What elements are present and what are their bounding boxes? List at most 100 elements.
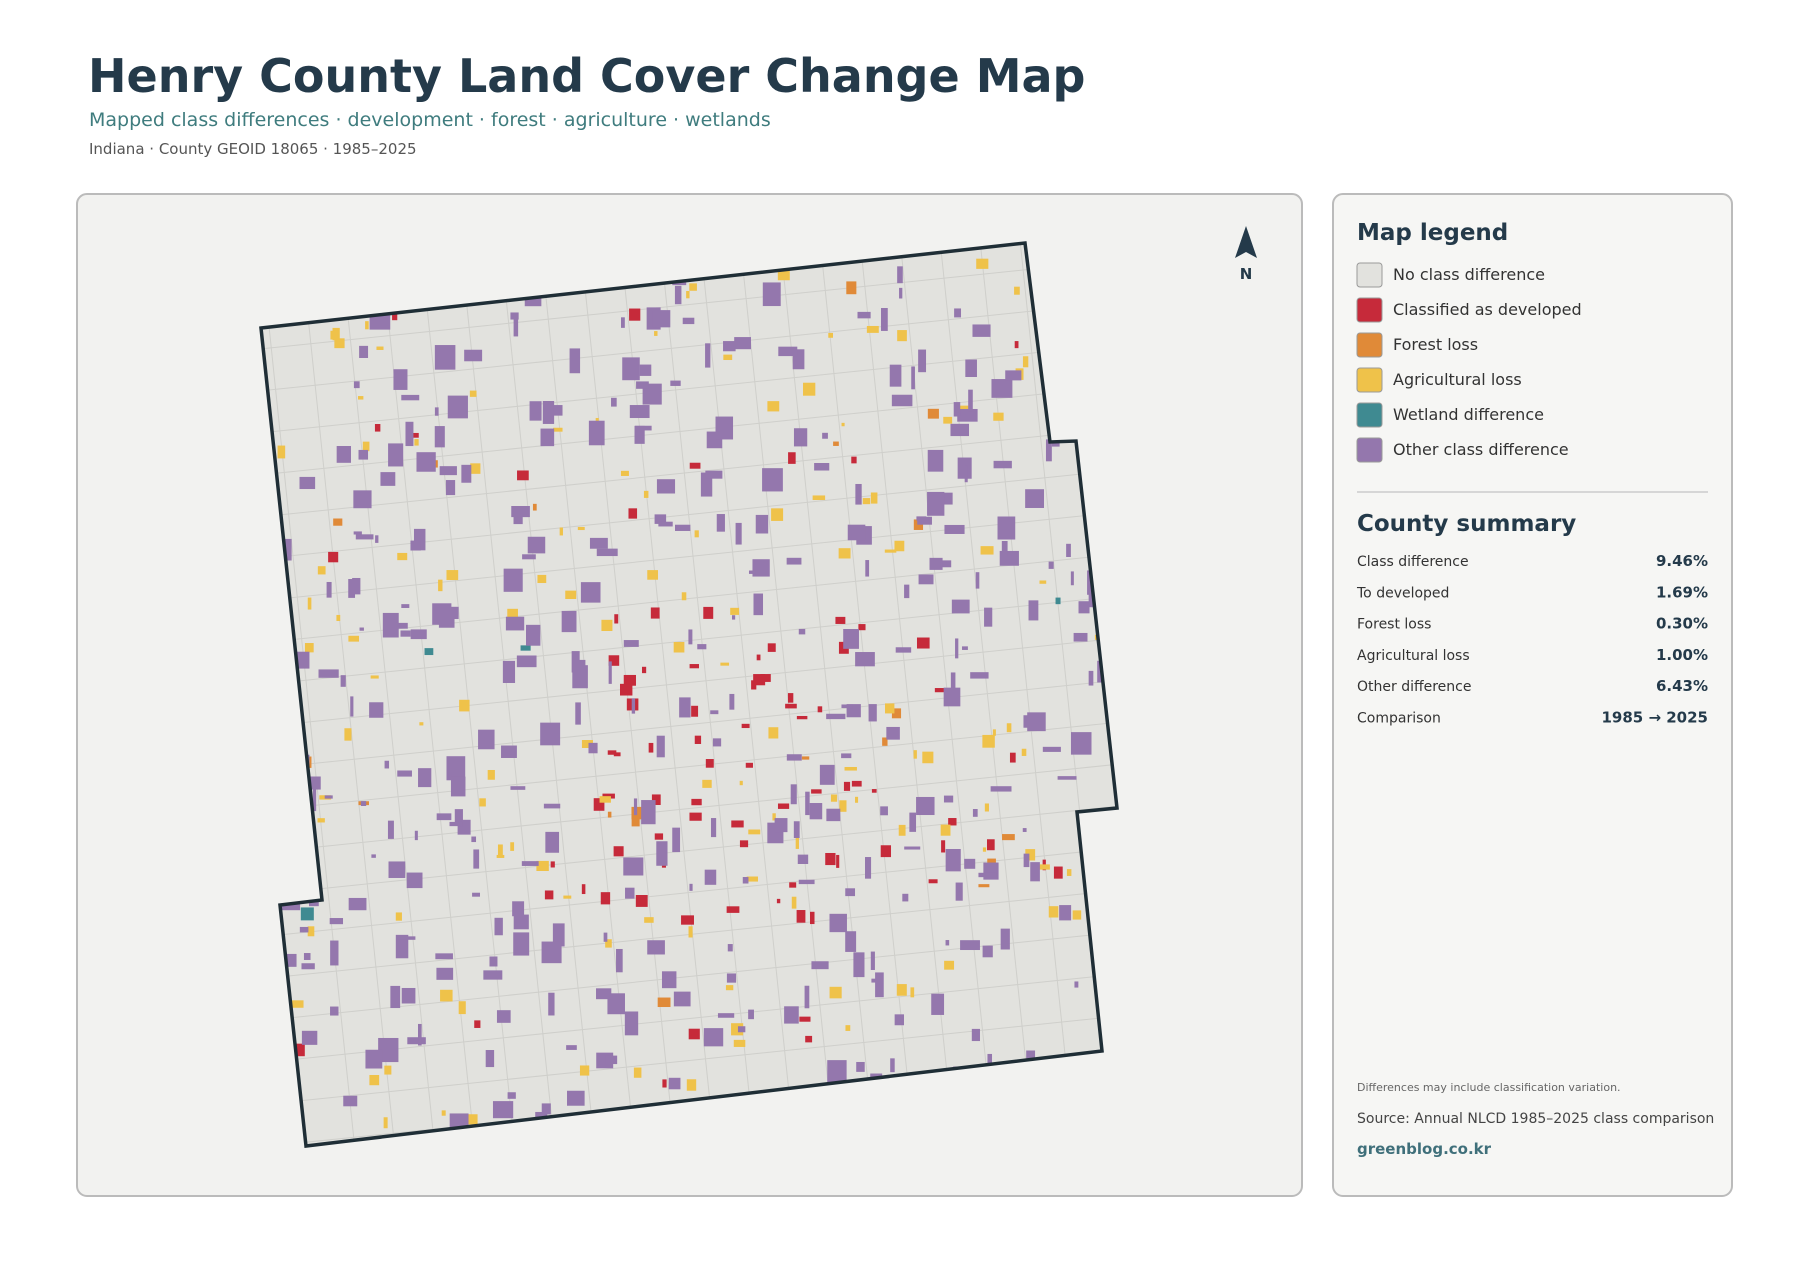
change-patch (710, 710, 719, 715)
change-patch (350, 696, 354, 717)
change-patch (897, 266, 903, 284)
change-patch (845, 888, 856, 897)
change-patch (487, 769, 495, 780)
change-patch (544, 890, 554, 900)
change-patch (436, 967, 454, 980)
change-patch (955, 882, 963, 901)
change-patch (771, 508, 784, 521)
change-patch (691, 705, 699, 717)
legend-label: Agricultural loss (1393, 370, 1522, 389)
road (299, 243, 396, 1146)
change-patch (348, 579, 356, 598)
change-patch (991, 379, 1013, 398)
change-patch (1048, 561, 1054, 569)
summary-value: 6.43% (1656, 677, 1708, 695)
change-patch (548, 992, 555, 1016)
change-patch (469, 390, 477, 397)
change-patch (357, 396, 364, 400)
change-patch (652, 310, 671, 328)
change-patch (772, 813, 776, 821)
change-patch (904, 584, 910, 599)
change-patch (613, 846, 624, 857)
change-patch (778, 346, 798, 357)
change-patch (641, 800, 656, 825)
change-patch (566, 1045, 577, 1050)
change-patch (909, 812, 917, 832)
road (261, 469, 1117, 561)
change-patch (370, 675, 379, 679)
summary-value: 9.46% (1656, 552, 1708, 570)
change-patch (334, 338, 345, 349)
legend-swatch (1356, 297, 1383, 323)
change-patch (790, 784, 797, 805)
change-patch (786, 557, 802, 565)
change-patch (760, 674, 771, 682)
change-patch (569, 348, 581, 374)
change-patch (650, 607, 660, 619)
change-patch (441, 1110, 446, 1116)
change-patch (1005, 370, 1022, 381)
change-patch (395, 622, 408, 629)
change-patch (355, 534, 374, 540)
change-patch (602, 793, 615, 799)
change-patch (471, 836, 477, 843)
change-patch (343, 1095, 358, 1107)
change-patch (1039, 580, 1047, 584)
change-patch (657, 997, 671, 1008)
change-patch (972, 324, 991, 337)
road (261, 595, 1117, 687)
change-patch (870, 492, 878, 504)
change-patch (502, 660, 516, 683)
change-patch (858, 624, 866, 631)
change-patch (957, 408, 978, 422)
change-patch (753, 674, 766, 686)
change-patch (492, 1101, 514, 1119)
change-patch (897, 330, 907, 342)
change-patch (505, 616, 525, 631)
change-patch (716, 514, 725, 532)
change-patch (855, 652, 875, 667)
change-patch (648, 742, 654, 753)
change-patch (503, 568, 523, 592)
change-patch (395, 934, 409, 959)
change-patch (787, 693, 794, 703)
change-patch (414, 439, 419, 446)
change-patch (599, 796, 611, 803)
change-patch (817, 706, 823, 713)
change-patch (784, 1006, 799, 1024)
change-patch (836, 854, 840, 868)
change-patch (843, 629, 859, 649)
change-patch (875, 972, 884, 998)
change-patch (904, 846, 921, 850)
summary-label: To developed (1356, 585, 1449, 601)
change-patch (410, 629, 427, 640)
change-patch (353, 381, 360, 389)
change-patch (279, 903, 301, 911)
change-patch (651, 794, 661, 805)
change-patch (521, 861, 539, 866)
road (261, 637, 1117, 729)
source: Source: Annual NLCD 1985–2025 class comp… (1357, 1111, 1714, 1127)
change-patch (843, 781, 851, 791)
change-patch (513, 914, 529, 930)
change-patch (732, 615, 736, 620)
change-patch (851, 780, 862, 787)
change-patch (483, 970, 503, 980)
change-patch (812, 495, 826, 501)
change-patch (563, 895, 572, 899)
change-patch (1009, 752, 1016, 763)
change-patch (944, 960, 955, 970)
road (261, 511, 1117, 603)
change-patch (984, 607, 993, 627)
change-patch (941, 840, 946, 853)
change-patch (1074, 981, 1079, 988)
road (261, 763, 1117, 855)
change-patch (739, 780, 743, 786)
change-patch (982, 847, 987, 852)
change-patch (829, 986, 842, 999)
change-patch (1000, 928, 1010, 950)
change-patch (809, 803, 823, 820)
change-patch (662, 1079, 667, 1088)
change-patch (880, 308, 888, 331)
